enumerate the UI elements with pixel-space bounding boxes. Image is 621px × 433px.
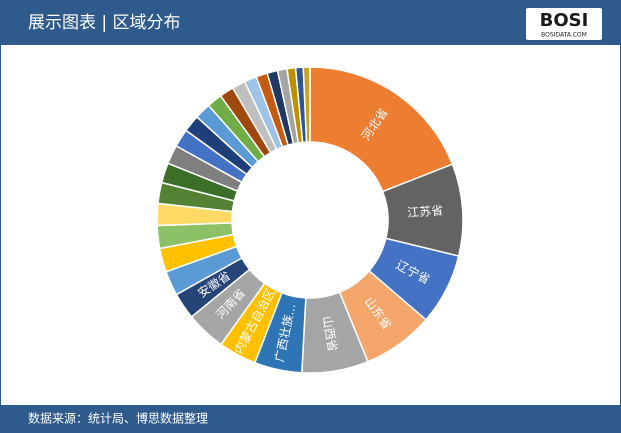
slice-label: 江苏省 [407, 203, 444, 219]
slice [302, 66, 311, 143]
footer-source: 数据来源：统计局、博思数据整理 [28, 411, 208, 426]
logo-sub: BOSIDATA.COM [541, 32, 587, 39]
slice [309, 66, 454, 193]
header-title: 展示图表 | 区域分布 [28, 13, 181, 33]
header-bar [0, 0, 621, 45]
logo: BOSI [540, 10, 589, 31]
logo-box [526, 8, 602, 40]
slice-label: 山西省 [320, 315, 340, 353]
footer-bar [0, 405, 621, 433]
